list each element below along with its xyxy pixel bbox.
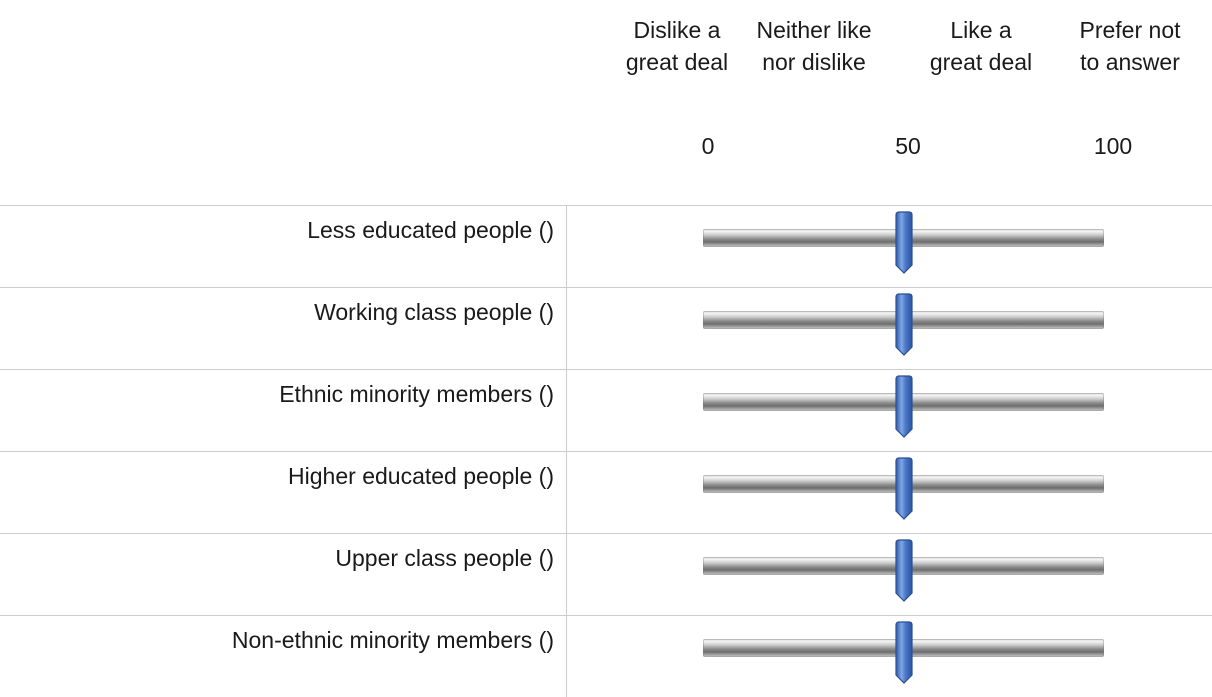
slider-row: Working class people () bbox=[0, 287, 1212, 369]
scale-header-dislike: Dislike a great deal bbox=[612, 14, 742, 84]
item-label: Higher educated people () bbox=[0, 452, 567, 533]
item-label: Less educated people () bbox=[0, 206, 567, 287]
scale-header-line: Like a bbox=[950, 17, 1012, 43]
scale-header-line: Prefer not bbox=[1079, 17, 1181, 43]
slider-ethnic-minority[interactable] bbox=[703, 370, 1104, 451]
tick-label-100: 100 bbox=[1093, 133, 1133, 159]
item-label: Upper class people () bbox=[0, 534, 567, 615]
slider-handle[interactable] bbox=[893, 457, 915, 521]
slider-handle[interactable] bbox=[893, 539, 915, 603]
slider-less-educated[interactable] bbox=[703, 206, 1104, 287]
slider-handle[interactable] bbox=[893, 621, 915, 685]
scale-header-line: great deal bbox=[929, 49, 1033, 75]
scale-header-line: great deal bbox=[625, 49, 729, 75]
slider-handle[interactable] bbox=[893, 211, 915, 275]
tick-label-0: 0 bbox=[701, 133, 715, 159]
item-label: Working class people () bbox=[0, 288, 567, 369]
slider-rows: Less educated people () Working class pe… bbox=[0, 205, 1212, 697]
scale-header-line: Dislike a bbox=[633, 17, 721, 43]
item-label: Non-ethnic minority members () bbox=[0, 616, 567, 697]
slider-non-ethnic-minority[interactable] bbox=[703, 616, 1104, 697]
slider-handle[interactable] bbox=[893, 293, 915, 357]
tick-label-50: 50 bbox=[895, 133, 921, 159]
slider-row: Ethnic minority members () bbox=[0, 369, 1212, 451]
slider-working-class[interactable] bbox=[703, 288, 1104, 369]
scale-header-line: Neither like bbox=[756, 17, 872, 43]
scale-header-line: to answer bbox=[1080, 49, 1180, 75]
scale-header-prefer-not: Prefer not to answer bbox=[1058, 14, 1202, 84]
slider-row: Non-ethnic minority members () bbox=[0, 615, 1212, 697]
slider-handle[interactable] bbox=[893, 375, 915, 439]
scale-header-line: nor dislike bbox=[762, 49, 866, 75]
slider-row: Higher educated people () bbox=[0, 451, 1212, 533]
scale-header-neutral: Neither like nor dislike bbox=[744, 14, 884, 84]
slider-higher-educated[interactable] bbox=[703, 452, 1104, 533]
slider-row: Less educated people () bbox=[0, 205, 1212, 287]
slider-upper-class[interactable] bbox=[703, 534, 1104, 615]
scale-header-like: Like a great deal bbox=[912, 14, 1050, 84]
slider-row: Upper class people () bbox=[0, 533, 1212, 615]
item-label: Ethnic minority members () bbox=[0, 370, 567, 451]
